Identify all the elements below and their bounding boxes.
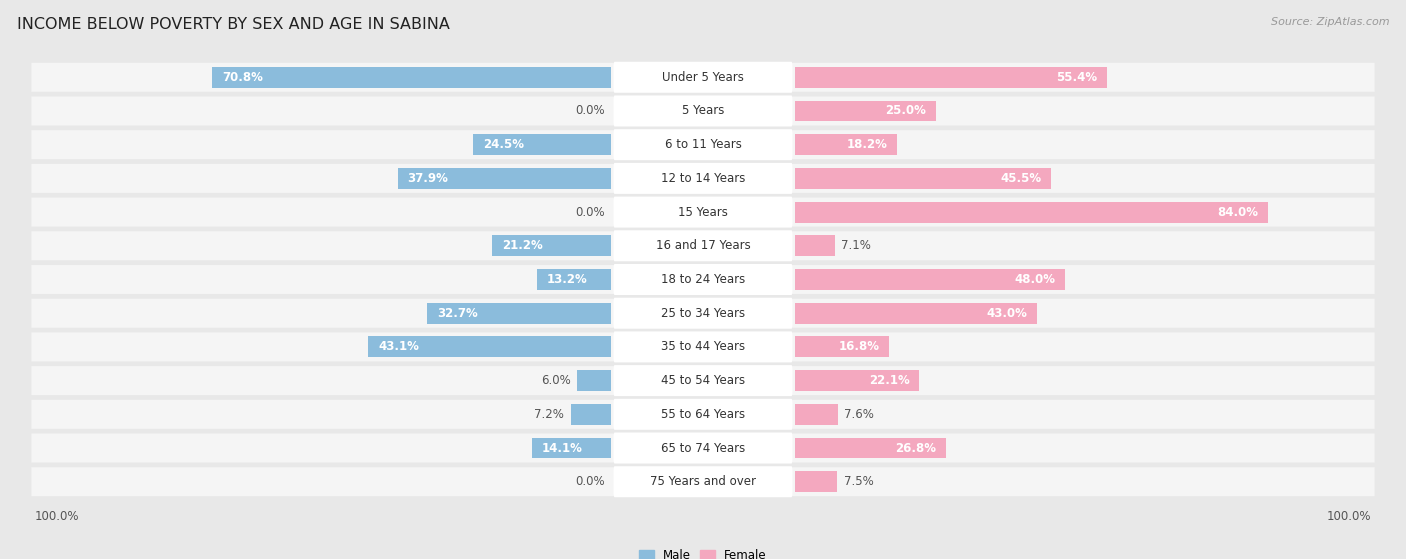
FancyBboxPatch shape bbox=[31, 467, 1375, 496]
FancyBboxPatch shape bbox=[613, 62, 793, 93]
Bar bbox=[212, 67, 612, 88]
Bar bbox=[794, 471, 837, 492]
Text: 15 Years: 15 Years bbox=[678, 206, 728, 219]
Text: 100.0%: 100.0% bbox=[35, 510, 79, 523]
Bar bbox=[794, 269, 1066, 290]
Text: 0.0%: 0.0% bbox=[575, 105, 605, 117]
Text: 12 to 14 Years: 12 to 14 Years bbox=[661, 172, 745, 185]
FancyBboxPatch shape bbox=[613, 197, 793, 228]
Text: 45.5%: 45.5% bbox=[1000, 172, 1042, 185]
FancyBboxPatch shape bbox=[613, 129, 793, 160]
Text: 32.7%: 32.7% bbox=[437, 307, 478, 320]
Text: 25.0%: 25.0% bbox=[884, 105, 925, 117]
FancyBboxPatch shape bbox=[613, 230, 793, 261]
FancyBboxPatch shape bbox=[31, 299, 1375, 328]
Text: INCOME BELOW POVERTY BY SEX AND AGE IN SABINA: INCOME BELOW POVERTY BY SEX AND AGE IN S… bbox=[17, 17, 450, 32]
Bar bbox=[794, 235, 835, 256]
FancyBboxPatch shape bbox=[613, 298, 793, 329]
FancyBboxPatch shape bbox=[613, 331, 793, 362]
Bar bbox=[427, 303, 612, 324]
Text: 0.0%: 0.0% bbox=[575, 206, 605, 219]
Bar bbox=[794, 168, 1052, 189]
FancyBboxPatch shape bbox=[613, 365, 793, 396]
Text: 7.1%: 7.1% bbox=[841, 239, 872, 252]
FancyBboxPatch shape bbox=[31, 366, 1375, 395]
Text: 21.2%: 21.2% bbox=[502, 239, 543, 252]
Text: 48.0%: 48.0% bbox=[1014, 273, 1056, 286]
Bar bbox=[794, 67, 1107, 88]
Text: 0.0%: 0.0% bbox=[575, 475, 605, 488]
Text: 7.6%: 7.6% bbox=[844, 408, 875, 421]
Bar bbox=[578, 370, 612, 391]
FancyBboxPatch shape bbox=[31, 130, 1375, 159]
Text: 43.0%: 43.0% bbox=[987, 307, 1028, 320]
FancyBboxPatch shape bbox=[31, 265, 1375, 294]
FancyBboxPatch shape bbox=[31, 400, 1375, 429]
Text: 45 to 54 Years: 45 to 54 Years bbox=[661, 374, 745, 387]
Bar bbox=[794, 404, 838, 425]
Text: 16 and 17 Years: 16 and 17 Years bbox=[655, 239, 751, 252]
Bar bbox=[368, 337, 612, 357]
Text: 26.8%: 26.8% bbox=[894, 442, 936, 454]
FancyBboxPatch shape bbox=[31, 164, 1375, 193]
FancyBboxPatch shape bbox=[613, 466, 793, 498]
Text: 70.8%: 70.8% bbox=[222, 71, 263, 84]
Bar bbox=[571, 404, 612, 425]
FancyBboxPatch shape bbox=[31, 231, 1375, 260]
Text: 55 to 64 Years: 55 to 64 Years bbox=[661, 408, 745, 421]
Text: 24.5%: 24.5% bbox=[484, 138, 524, 151]
Text: 84.0%: 84.0% bbox=[1218, 206, 1258, 219]
Bar bbox=[794, 202, 1268, 222]
Text: 25 to 34 Years: 25 to 34 Years bbox=[661, 307, 745, 320]
Legend: Male, Female: Male, Female bbox=[640, 549, 766, 559]
Text: 7.2%: 7.2% bbox=[534, 408, 564, 421]
Bar bbox=[537, 269, 612, 290]
FancyBboxPatch shape bbox=[613, 264, 793, 295]
Bar bbox=[398, 168, 612, 189]
FancyBboxPatch shape bbox=[31, 333, 1375, 362]
Bar bbox=[474, 134, 612, 155]
Text: 35 to 44 Years: 35 to 44 Years bbox=[661, 340, 745, 353]
Bar bbox=[794, 303, 1038, 324]
Text: 6 to 11 Years: 6 to 11 Years bbox=[665, 138, 741, 151]
Text: 14.1%: 14.1% bbox=[541, 442, 582, 454]
Text: 18 to 24 Years: 18 to 24 Years bbox=[661, 273, 745, 286]
Text: 18.2%: 18.2% bbox=[846, 138, 887, 151]
Text: 6.0%: 6.0% bbox=[541, 374, 571, 387]
FancyBboxPatch shape bbox=[31, 434, 1375, 462]
FancyBboxPatch shape bbox=[613, 433, 793, 463]
FancyBboxPatch shape bbox=[613, 399, 793, 430]
Text: Source: ZipAtlas.com: Source: ZipAtlas.com bbox=[1271, 17, 1389, 27]
FancyBboxPatch shape bbox=[613, 96, 793, 126]
FancyBboxPatch shape bbox=[613, 163, 793, 194]
FancyBboxPatch shape bbox=[31, 63, 1375, 92]
FancyBboxPatch shape bbox=[31, 97, 1375, 125]
Text: Under 5 Years: Under 5 Years bbox=[662, 71, 744, 84]
Text: 75 Years and over: 75 Years and over bbox=[650, 475, 756, 488]
Text: 100.0%: 100.0% bbox=[1327, 510, 1371, 523]
Text: 13.2%: 13.2% bbox=[547, 273, 588, 286]
Bar bbox=[794, 438, 946, 458]
Text: 7.5%: 7.5% bbox=[844, 475, 873, 488]
Bar bbox=[794, 101, 935, 121]
FancyBboxPatch shape bbox=[31, 197, 1375, 226]
Bar bbox=[492, 235, 612, 256]
Text: 43.1%: 43.1% bbox=[378, 340, 419, 353]
Bar bbox=[794, 134, 897, 155]
Text: 16.8%: 16.8% bbox=[838, 340, 880, 353]
Text: 65 to 74 Years: 65 to 74 Years bbox=[661, 442, 745, 454]
Bar bbox=[531, 438, 612, 458]
Text: 55.4%: 55.4% bbox=[1056, 71, 1097, 84]
Bar bbox=[794, 337, 890, 357]
Text: 37.9%: 37.9% bbox=[408, 172, 449, 185]
Text: 5 Years: 5 Years bbox=[682, 105, 724, 117]
Bar bbox=[794, 370, 920, 391]
Text: 22.1%: 22.1% bbox=[869, 374, 910, 387]
